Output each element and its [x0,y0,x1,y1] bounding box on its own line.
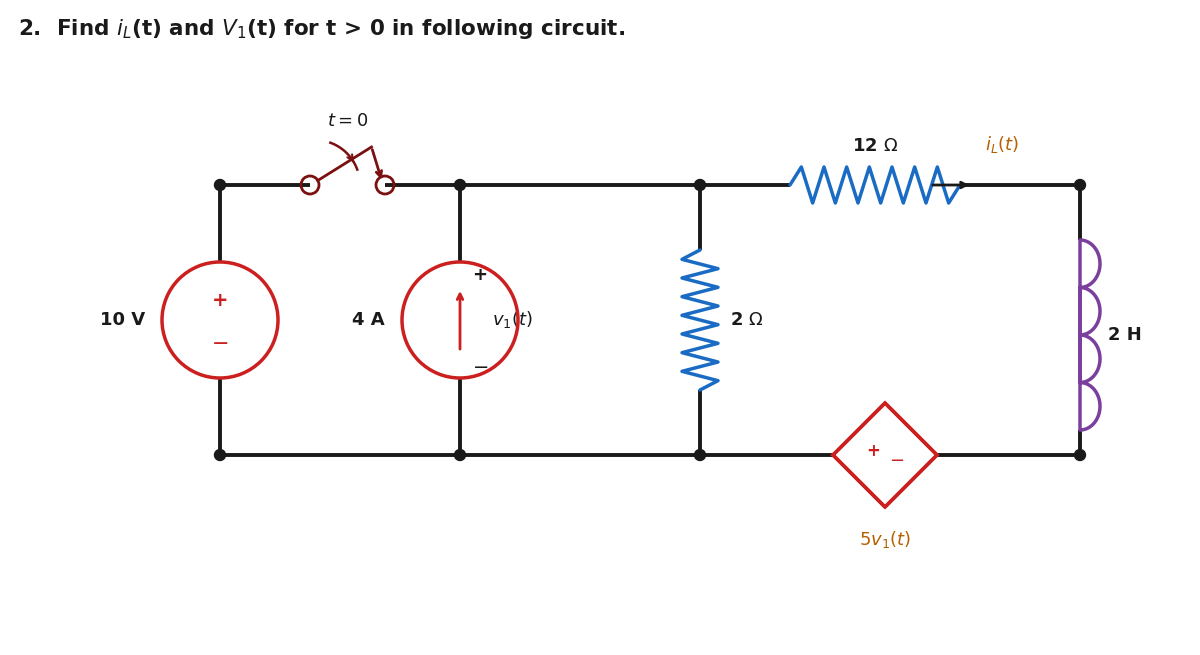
Text: 12 $\Omega$: 12 $\Omega$ [852,137,898,155]
Text: $-$: $-$ [889,450,905,468]
Text: 2.  Find $i_L$(t) and $V_1$(t) for t > 0 in following circuit.: 2. Find $i_L$(t) and $V_1$(t) for t > 0 … [18,17,625,41]
Text: $t = 0$: $t = 0$ [328,112,368,130]
Text: 10 V: 10 V [100,311,145,329]
Text: $-$: $-$ [211,332,229,352]
Text: $5v_1(t)$: $5v_1(t)$ [859,529,911,550]
Text: $i_L(t)$: $i_L(t)$ [985,134,1019,155]
Text: $v_1(t)$: $v_1(t)$ [492,310,533,331]
Text: 2 H: 2 H [1108,326,1141,344]
Text: +: + [866,442,880,460]
Circle shape [695,449,706,460]
Text: +: + [472,266,487,284]
Circle shape [455,449,466,460]
Text: +: + [211,291,228,310]
Text: $-$: $-$ [472,356,488,375]
Circle shape [455,179,466,191]
Circle shape [695,179,706,191]
Text: 2 $\Omega$: 2 $\Omega$ [730,311,763,329]
Polygon shape [833,403,937,507]
Circle shape [215,449,226,460]
Circle shape [215,179,226,191]
Text: 4 A: 4 A [353,311,385,329]
Circle shape [1074,179,1086,191]
Circle shape [1074,449,1086,460]
